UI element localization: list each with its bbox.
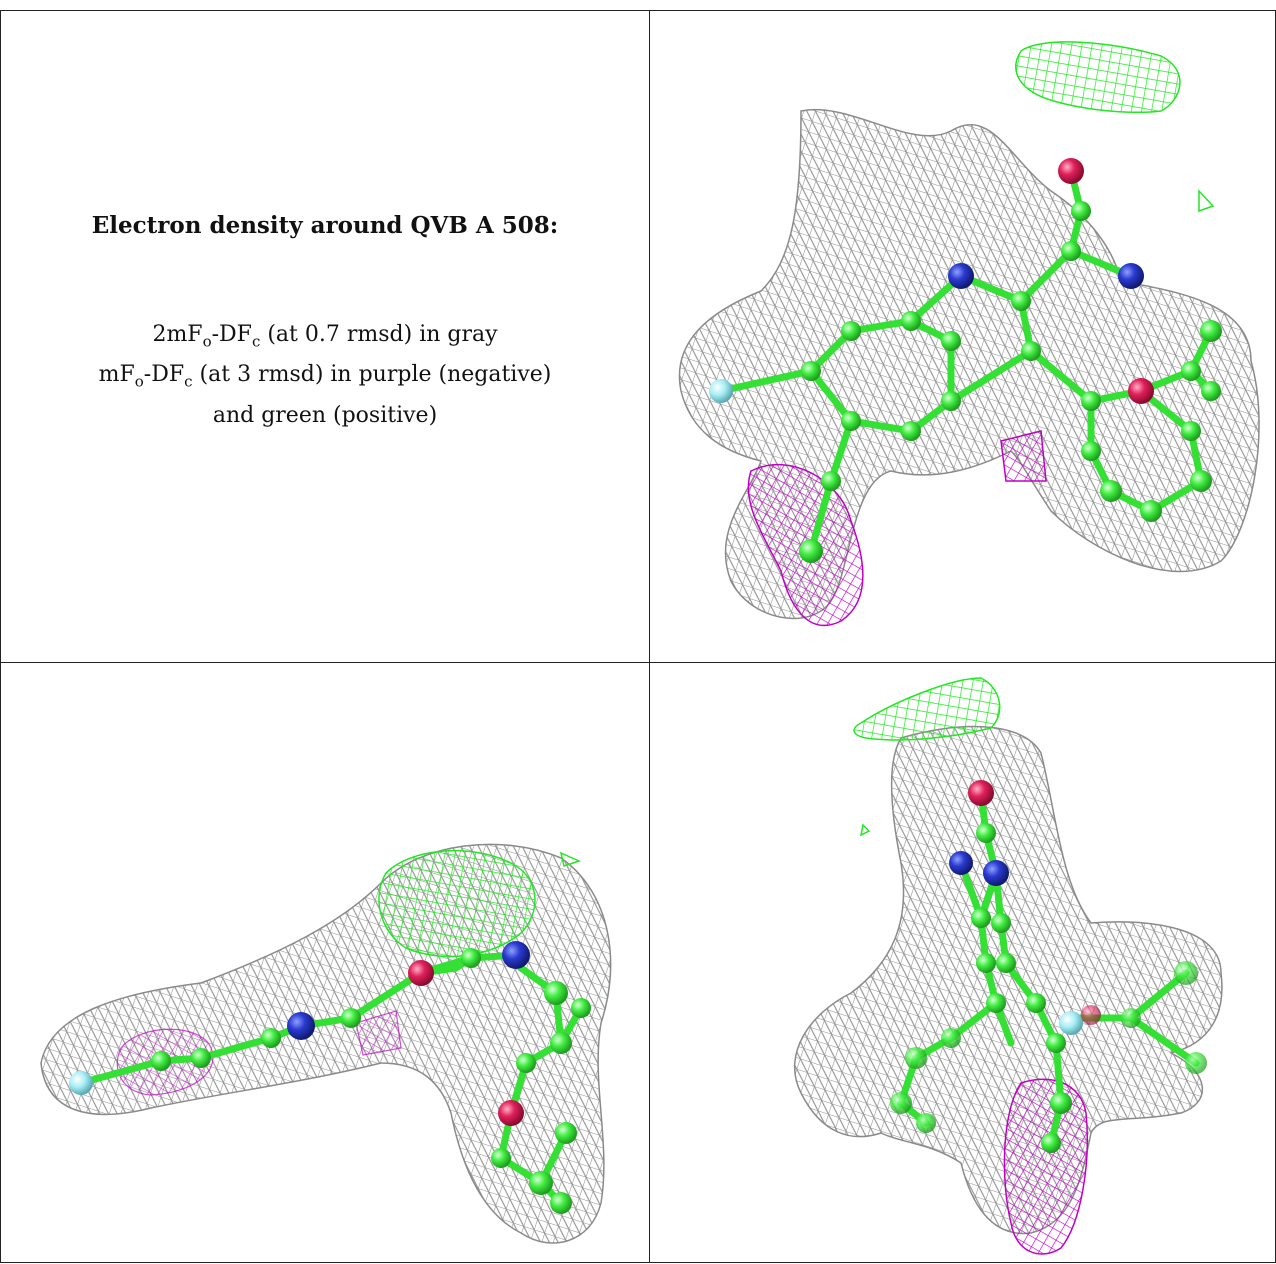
green-density-mesh <box>853 677 1001 837</box>
table-middle-border <box>0 662 1276 663</box>
view-bottom-right <box>794 677 1223 1255</box>
purple-density-mesh <box>1003 1078 1089 1255</box>
caption-line-gray: 2mFo-DFc (at 0.7 rmsd) in gray <box>152 322 498 351</box>
caption-line-positive: and green (positive) <box>212 402 438 428</box>
caption-line-difference: mFo-DFc (at 3 rmsd) in purple (negative) <box>98 362 552 391</box>
ligand-atoms <box>890 780 1207 1153</box>
table-bottom-border <box>0 1262 1276 1263</box>
table-left-border <box>0 10 1 1263</box>
ligand-atoms <box>69 941 591 1214</box>
caption-title: Electron density around QVB A 508: <box>91 212 559 239</box>
ligand-atoms <box>709 158 1222 563</box>
green-density-mesh <box>1015 41 1215 213</box>
caption-description: 2mFo-DFc (at 0.7 rmsd) in gray mFo-DFc (… <box>40 318 610 433</box>
green-density-mesh <box>378 849 582 958</box>
table-center-border <box>649 10 650 1263</box>
table-top-border <box>0 10 1276 11</box>
view-bottom-left <box>40 843 612 1244</box>
view-top-right <box>678 41 1260 627</box>
